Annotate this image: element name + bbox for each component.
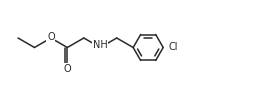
Text: O: O	[63, 64, 71, 74]
Text: NH: NH	[93, 40, 108, 51]
Text: O: O	[47, 32, 55, 42]
Text: Cl: Cl	[168, 43, 178, 53]
